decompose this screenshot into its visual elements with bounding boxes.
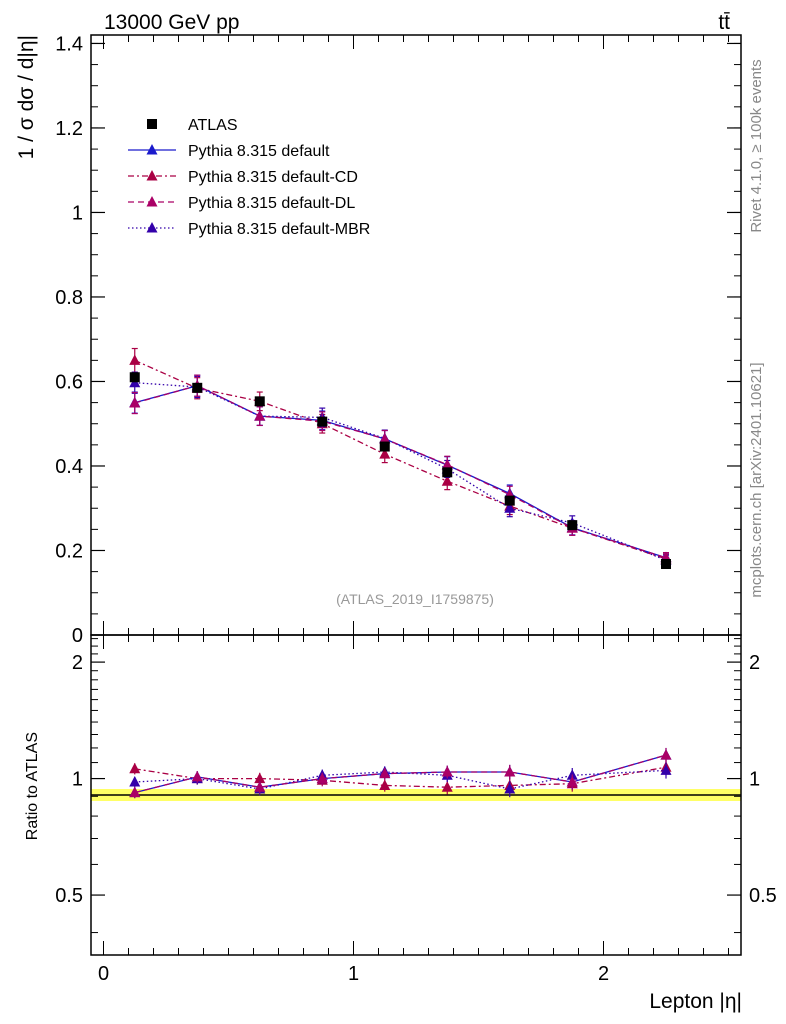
data-point-data	[442, 467, 453, 478]
analysis-label: (ATLAS_2019_I1759875)	[336, 591, 494, 607]
ratio-point-dl	[504, 765, 516, 777]
ratio-point-dl	[566, 775, 578, 787]
legend-marker-cd	[146, 170, 158, 181]
data-point-cd	[129, 354, 141, 365]
ratio-y-tick-label-right: 0.5	[749, 885, 777, 907]
x-tick-label: 1	[348, 963, 359, 985]
legend-marker-default	[146, 144, 158, 155]
data-point-mbr	[504, 502, 516, 513]
ratio-point-mbr	[129, 775, 141, 787]
x-tick-label: 2	[598, 963, 609, 985]
main-series-dl	[129, 374, 672, 564]
ratio-point-mbr	[660, 764, 672, 775]
data-point-cd	[379, 448, 391, 459]
main-series-mbr	[129, 371, 672, 566]
ratio-point-dl	[191, 770, 203, 782]
data-point-data	[661, 559, 671, 570]
ratio-point-cd	[254, 772, 266, 784]
legend-entry-cd: Pythia 8.315 default-CD	[128, 169, 358, 186]
ratio-point-cd	[129, 762, 141, 774]
ratio-point-dl	[660, 749, 672, 760]
legend-marker-data	[147, 119, 157, 129]
main-series	[129, 347, 672, 570]
main-series-data	[129, 372, 671, 570]
main-y-tick-label: 0.6	[55, 371, 83, 393]
legend-label-mbr: Pythia 8.315 default-MBR	[188, 221, 370, 238]
data-point-data	[254, 396, 265, 407]
ratio-series-dl	[129, 747, 672, 799]
data-point-data	[129, 372, 140, 383]
series-line-cd	[134, 359, 667, 560]
main-axis-ticks: 0 0.2 0.4 0.6 0.8 1 1.2 1.4	[55, 33, 741, 647]
legend-label-dl: Pythia 8.315 default-DL	[188, 195, 355, 212]
main-y-tick-label: 0.2	[55, 540, 83, 562]
ratio-plot-frame	[90, 634, 742, 956]
main-y-tick-label: 1	[72, 202, 83, 224]
main-series-default	[129, 374, 672, 564]
main-y-axis-title: 1 / σ dσ / d|η|	[15, 35, 38, 159]
ratio-y-tick-label: 1	[72, 769, 83, 791]
main-y-tick-label: 1.4	[55, 33, 83, 55]
ratio-point-dl	[254, 781, 266, 792]
data-point-dl	[129, 397, 141, 408]
legend-entry-dl: Pythia 8.315 default-DL	[128, 195, 355, 212]
legend-label-cd: Pythia 8.315 default-CD	[188, 169, 358, 186]
main-y-tick-label: 1.2	[55, 118, 83, 140]
legend: ATLAS Pythia 8.315 default Pythia 8.315 de…	[128, 117, 370, 238]
ratio-point-dl	[316, 772, 328, 784]
ratio-point-dl	[129, 786, 141, 798]
data-point-dl	[441, 458, 453, 470]
legend-label-default: Pythia 8.315 default	[188, 143, 330, 160]
ratio-point-cd	[441, 781, 453, 792]
main-series-cd	[129, 347, 672, 565]
main-y-tick-label: 0	[72, 625, 83, 647]
ratio-axis-ticks: 0.5 0.5 1 1 2 2 0 1 2	[55, 635, 777, 985]
ratio-point-cd	[379, 779, 391, 790]
main-y-tick-label: 0.8	[55, 287, 83, 309]
data-point-cd	[441, 475, 453, 486]
ratio-line-cd	[134, 766, 667, 788]
x-axis-title: Lepton |η|	[649, 990, 742, 1013]
legend-marker-dl	[146, 196, 158, 207]
legend-entry-mbr: Pythia 8.315 default-MBR	[128, 221, 370, 238]
ratio-y-tick-label-right: 2	[749, 652, 760, 674]
data-point-dl	[379, 432, 391, 444]
data-point-data	[317, 416, 328, 427]
legend-entry-data: ATLAS	[147, 117, 238, 134]
ratio-point-mbr	[504, 782, 516, 794]
legend-entry-default: Pythia 8.315 default	[128, 143, 330, 160]
ratio-line-default	[134, 754, 667, 794]
legend-marker-mbr	[146, 222, 158, 233]
series-line-dl	[134, 385, 667, 559]
data-point-data	[567, 520, 578, 531]
mcplots-label: mcplots.cern.ch [arXiv:2401.10621]	[748, 362, 765, 597]
data-point-dl	[254, 410, 266, 421]
ratio-point-dl	[441, 765, 453, 777]
ratio-y-tick-label: 0.5	[55, 885, 83, 907]
energy-label: 13000 GeV pp	[104, 11, 239, 34]
ratio-y-axis-title: Ratio to ATLAS	[24, 732, 41, 840]
process-label: tt̄	[718, 11, 730, 34]
rivet-label: Rivet 4.1.0, ≥ 100k events	[748, 59, 765, 232]
legend-label-data: ATLAS	[188, 117, 238, 134]
ratio-series	[129, 747, 672, 799]
main-y-tick-label: 0.4	[55, 456, 83, 478]
data-point-data	[192, 382, 203, 393]
ratio-y-tick-label-right: 1	[749, 769, 760, 791]
ratio-point-dl	[379, 767, 391, 779]
series-line-mbr	[134, 382, 667, 561]
data-point-data	[379, 441, 390, 452]
data-point-data	[504, 495, 515, 506]
x-tick-label: 0	[98, 963, 109, 985]
ratio-y-tick-label: 2	[72, 652, 83, 674]
